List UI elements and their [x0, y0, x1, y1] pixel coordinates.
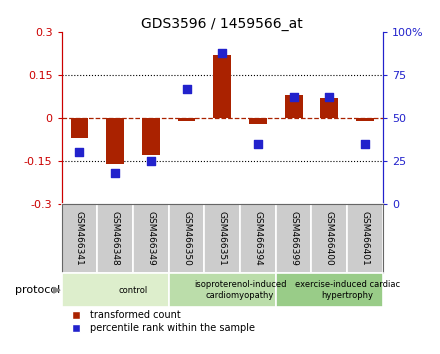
Text: GSM466350: GSM466350: [182, 211, 191, 266]
Text: GSM466394: GSM466394: [253, 211, 262, 266]
Point: [219, 50, 226, 55]
Point: [112, 170, 119, 176]
Bar: [97, 204, 133, 273]
Bar: [169, 273, 276, 307]
Text: protocol: protocol: [15, 285, 60, 295]
Bar: [347, 204, 383, 273]
Text: isoproterenol-induced
cardiomyopathy: isoproterenol-induced cardiomyopathy: [194, 280, 286, 300]
Text: GSM466341: GSM466341: [75, 211, 84, 266]
Text: GSM466351: GSM466351: [218, 211, 227, 266]
Bar: [356, 118, 374, 121]
Bar: [62, 204, 97, 273]
Text: control: control: [118, 286, 147, 295]
Title: GDS3596 / 1459566_at: GDS3596 / 1459566_at: [141, 17, 303, 31]
Bar: [213, 55, 231, 118]
Legend: transformed count, percentile rank within the sample: transformed count, percentile rank withi…: [66, 310, 255, 333]
Bar: [133, 204, 169, 273]
Point: [76, 150, 83, 155]
Bar: [142, 118, 160, 155]
Text: GSM466400: GSM466400: [325, 211, 334, 266]
Text: GSM466399: GSM466399: [289, 211, 298, 266]
Point: [183, 86, 190, 92]
Text: GSM466349: GSM466349: [147, 211, 155, 266]
Text: GSM466401: GSM466401: [360, 211, 370, 266]
Bar: [249, 118, 267, 124]
Point: [254, 141, 261, 147]
Bar: [169, 204, 204, 273]
Bar: [240, 204, 276, 273]
Bar: [285, 95, 303, 118]
Bar: [204, 204, 240, 273]
Bar: [70, 118, 88, 138]
Bar: [312, 204, 347, 273]
Point: [147, 158, 154, 164]
Text: exercise-induced cardiac
hypertrophy: exercise-induced cardiac hypertrophy: [294, 280, 400, 300]
Bar: [320, 98, 338, 118]
Bar: [106, 118, 124, 164]
Text: GSM466348: GSM466348: [110, 211, 120, 266]
Point: [326, 95, 333, 100]
Bar: [62, 273, 169, 307]
Bar: [276, 273, 383, 307]
Bar: [276, 204, 312, 273]
Point: [361, 141, 368, 147]
Point: [290, 95, 297, 100]
Bar: [178, 118, 195, 121]
